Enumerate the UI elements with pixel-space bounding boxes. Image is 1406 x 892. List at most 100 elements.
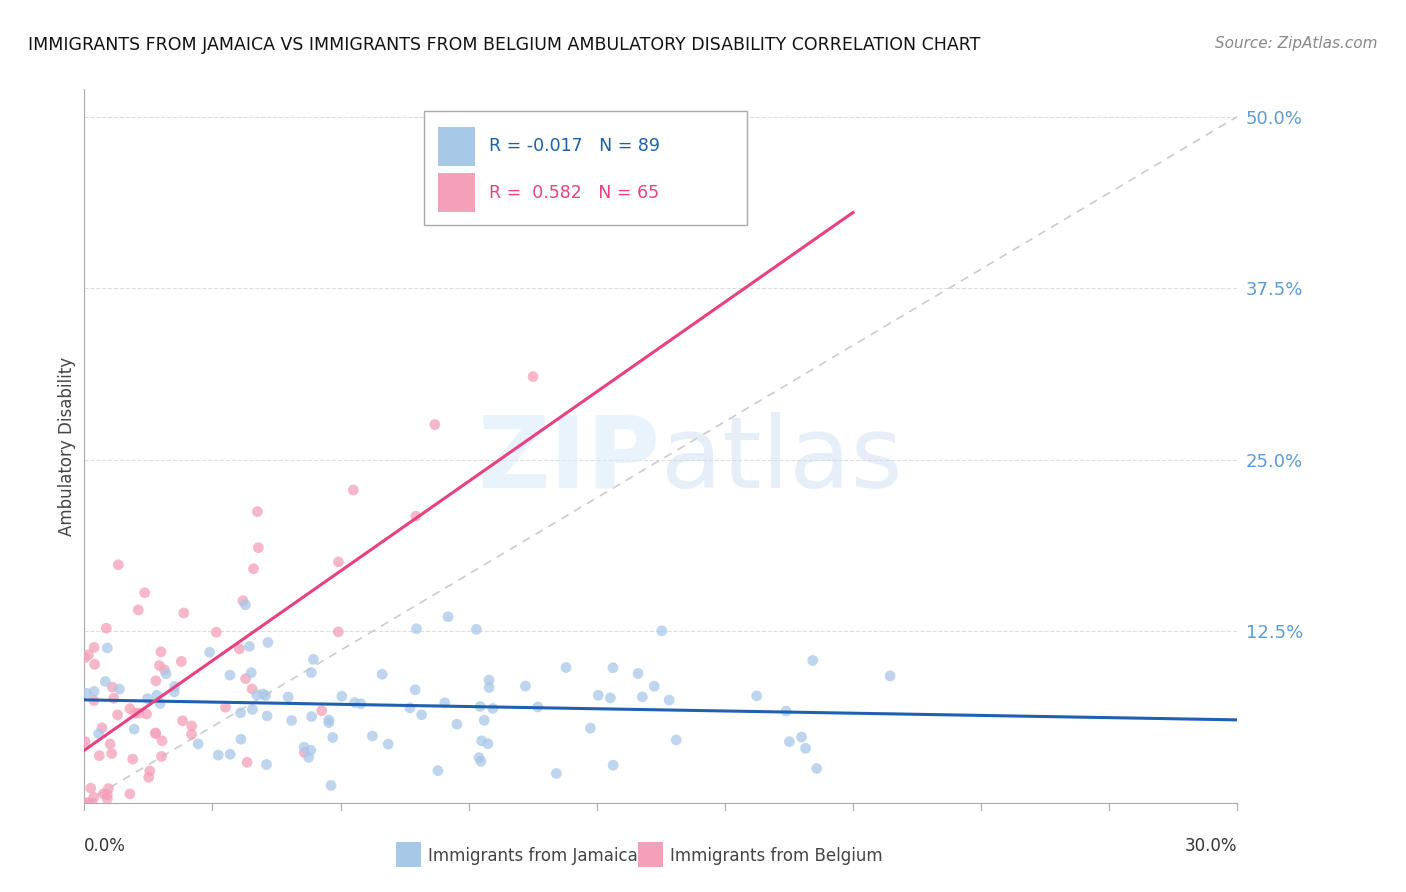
Point <box>87 727 110 741</box>
Point <box>79 781 101 796</box>
Point <box>235 672 257 686</box>
Point <box>254 689 277 703</box>
Point <box>97 781 120 796</box>
Text: Immigrants from Jamaica: Immigrants from Jamaica <box>427 847 638 865</box>
Point <box>101 680 124 694</box>
Point <box>599 690 621 705</box>
Point <box>180 727 202 741</box>
Point <box>277 690 299 704</box>
Point <box>83 640 105 655</box>
Point <box>236 756 259 770</box>
Point <box>205 625 228 640</box>
Point <box>235 598 257 612</box>
Point <box>602 758 624 772</box>
Point <box>118 787 141 801</box>
Point <box>328 555 350 569</box>
Point <box>145 673 167 688</box>
Point <box>173 606 195 620</box>
Point <box>150 749 173 764</box>
Point <box>136 691 159 706</box>
Point <box>214 700 236 714</box>
Point <box>148 658 170 673</box>
Point <box>411 707 433 722</box>
Point <box>73 734 96 748</box>
Point <box>82 796 104 810</box>
Point <box>121 752 143 766</box>
Point <box>232 594 254 608</box>
Point <box>377 737 399 751</box>
Point <box>83 657 105 672</box>
Point <box>122 722 145 736</box>
Point <box>470 755 492 769</box>
Text: R =  0.582   N = 65: R = 0.582 N = 65 <box>489 184 659 202</box>
Point <box>91 721 114 735</box>
Point <box>280 714 302 728</box>
Point <box>292 740 315 755</box>
Point <box>150 733 173 747</box>
Point <box>246 688 269 702</box>
Text: 30.0%: 30.0% <box>1185 837 1237 855</box>
Point <box>446 717 468 731</box>
Point <box>665 733 688 747</box>
Point <box>588 688 610 702</box>
Text: Source: ZipAtlas.com: Source: ZipAtlas.com <box>1215 36 1378 51</box>
Point <box>478 673 501 687</box>
Point <box>301 709 323 723</box>
Point <box>145 726 167 740</box>
Point <box>879 669 901 683</box>
Point <box>465 623 488 637</box>
Point <box>778 734 800 748</box>
Point <box>256 709 278 723</box>
Point <box>96 792 118 806</box>
Point <box>219 668 242 682</box>
Point <box>405 509 427 524</box>
Point <box>302 652 325 666</box>
Point <box>801 653 824 667</box>
Point <box>73 650 96 665</box>
Point <box>89 748 111 763</box>
Point <box>319 779 342 793</box>
Text: 0.0%: 0.0% <box>84 837 127 855</box>
Point <box>627 666 650 681</box>
Point <box>155 666 177 681</box>
Point <box>96 788 118 802</box>
Point <box>399 701 422 715</box>
Point <box>643 679 665 693</box>
Bar <box>395 842 420 867</box>
Point <box>423 417 446 432</box>
Point <box>134 585 156 599</box>
Point <box>238 640 260 654</box>
Point <box>515 679 537 693</box>
Point <box>405 622 427 636</box>
Point <box>77 796 100 810</box>
Point <box>256 757 278 772</box>
Point <box>299 665 322 680</box>
Point <box>172 714 194 728</box>
Point <box>602 661 624 675</box>
Point <box>229 706 252 720</box>
Point <box>76 796 98 810</box>
Point <box>299 743 322 757</box>
Point <box>240 665 263 680</box>
Point <box>153 663 176 677</box>
Point <box>96 621 118 635</box>
Bar <box>439 173 475 212</box>
Point <box>187 737 209 751</box>
Point <box>198 645 221 659</box>
Point <box>93 787 115 801</box>
Point <box>139 764 162 778</box>
Point <box>219 747 242 762</box>
Point <box>247 541 270 555</box>
Text: ZIP: ZIP <box>478 412 661 508</box>
Point <box>83 790 105 805</box>
Point <box>794 741 817 756</box>
Point <box>246 505 269 519</box>
Point <box>472 713 495 727</box>
Point <box>437 609 460 624</box>
Point <box>298 750 321 764</box>
Point <box>318 713 340 727</box>
Point <box>240 681 263 696</box>
Y-axis label: Ambulatory Disability: Ambulatory Disability <box>58 357 76 535</box>
Point <box>658 693 681 707</box>
Point <box>252 687 274 701</box>
